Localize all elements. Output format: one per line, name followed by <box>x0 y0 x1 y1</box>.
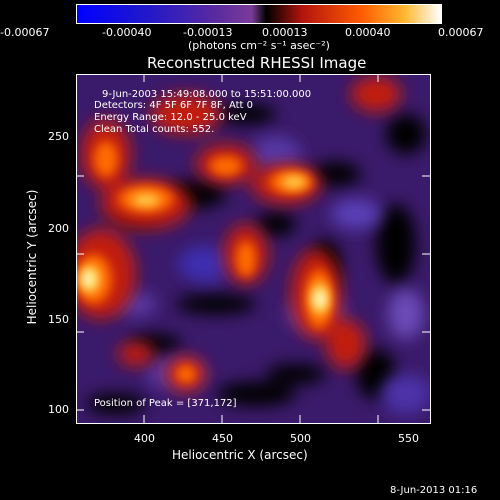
annotation-energy: Energy Range: 12.0 - 25.0 keV <box>94 112 247 123</box>
x-tick-450: 450 <box>212 432 233 445</box>
x-tick-400: 400 <box>134 432 155 445</box>
colorbar <box>76 4 442 24</box>
colorbar-tick-1: -0.00067 <box>0 26 50 39</box>
rhessi-image <box>76 74 431 424</box>
y-tick-100: 100 <box>48 403 69 416</box>
y-tick-200: 200 <box>48 222 69 235</box>
annotation-time: 9-Jun-2003 15:49:08.000 to 15:51:00.000 <box>102 89 312 100</box>
x-tick-550: 550 <box>398 432 419 445</box>
colorbar-tick-4: 0.00013 <box>262 26 308 39</box>
image-title: Reconstructed RHESSI Image <box>147 54 367 72</box>
colorbar-tick-3: -0.00013 <box>183 26 233 39</box>
y-tick-250: 250 <box>48 130 69 143</box>
colorbar-tick-2: -0.00040 <box>102 26 152 39</box>
x-tick-500: 500 <box>290 432 311 445</box>
annotation-counts: Clean Total counts: 552. <box>94 124 215 135</box>
x-axis-label: Heliocentric X (arcsec) <box>172 448 308 462</box>
y-tick-150: 150 <box>48 313 69 326</box>
footer-date: 8-Jun-2013 01:16 <box>390 485 478 496</box>
colorbar-tick-6: 0.00067 <box>438 26 484 39</box>
colorbar-unit-label: (photons cm⁻² s⁻¹ asec⁻²) <box>188 39 330 52</box>
y-axis-label: Heliocentric Y (arcsec) <box>25 189 39 325</box>
peak-label: Position of Peak = [371,172] <box>94 398 237 409</box>
colorbar-tick-5: 0.00040 <box>345 26 391 39</box>
annotation-detectors: Detectors: 4F 5F 6F 7F 8F, Att 0 <box>94 100 254 111</box>
